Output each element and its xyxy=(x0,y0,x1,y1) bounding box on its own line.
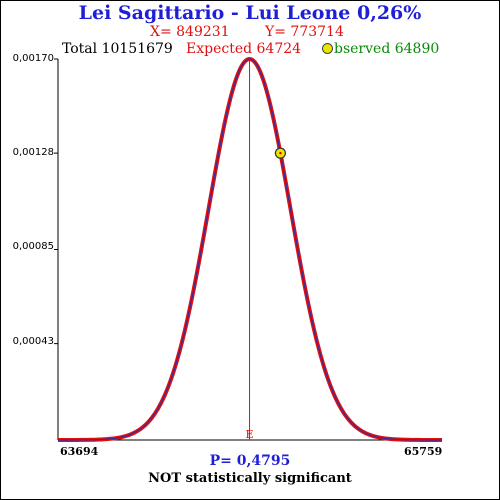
p-value-text: P= 0,4795 xyxy=(209,453,291,469)
expected-marker-label: E xyxy=(246,428,254,441)
observed-point-center xyxy=(279,151,282,155)
observed-text: bserved 64890 xyxy=(334,41,440,57)
y-tick-label: 0,00043 xyxy=(12,336,54,347)
observed-legend: bserved 64890 xyxy=(322,41,439,57)
x-tick-label-min: 63694 xyxy=(60,445,99,458)
significance-verdict: NOT statistically significant xyxy=(148,471,352,486)
expected-text: Expected 64724 xyxy=(186,41,302,57)
total-text: Total 10151679 xyxy=(62,41,173,57)
observed-dot-icon xyxy=(322,43,333,54)
distribution-curve-inner xyxy=(58,58,442,441)
y-tick-label: 0,00170 xyxy=(12,53,54,64)
y-tick-label: 0,00085 xyxy=(12,241,54,252)
chart-title: Lei Sagittario - Lui Leone 0,26% xyxy=(78,2,422,24)
y-tick-label: 0,00128 xyxy=(12,147,54,158)
y-value-text: Y= 773714 xyxy=(265,24,344,40)
x-value-text: X= 849231 xyxy=(150,24,230,40)
x-tick-label-max: 65759 xyxy=(404,445,443,458)
